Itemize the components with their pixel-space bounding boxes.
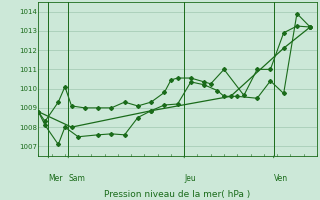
Text: Mer: Mer [48, 174, 63, 183]
Text: Ven: Ven [274, 174, 288, 183]
Text: Jeu: Jeu [184, 174, 196, 183]
Text: Sam: Sam [68, 174, 85, 183]
Text: Pression niveau de la mer( hPa ): Pression niveau de la mer( hPa ) [104, 190, 251, 199]
